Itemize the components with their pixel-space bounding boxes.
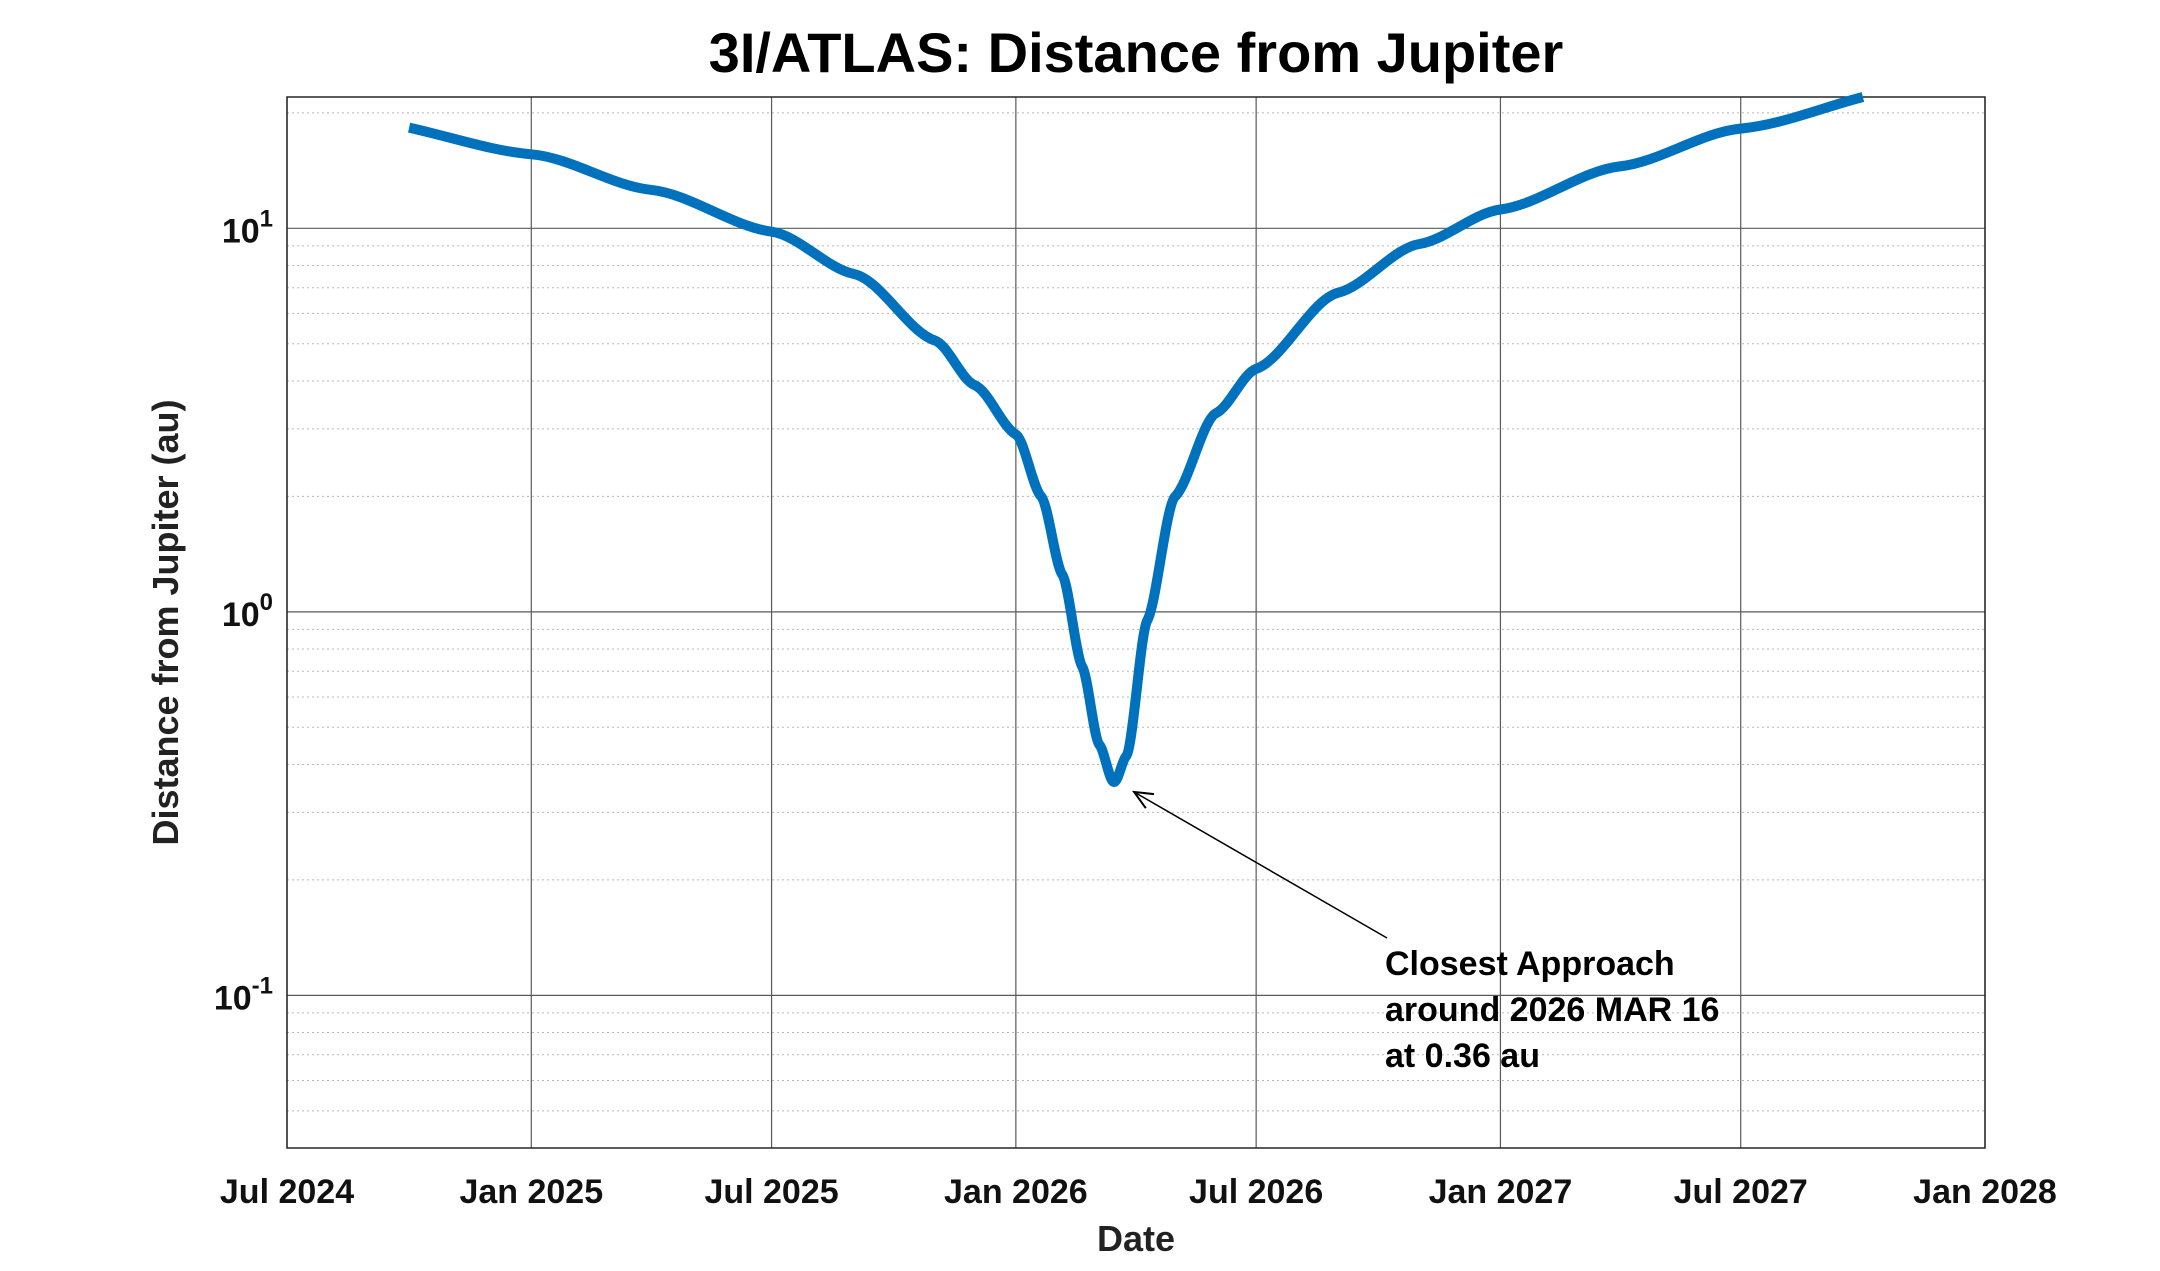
- y-tick-exponent: -1: [252, 972, 273, 999]
- x-tick-labels: Jul 2024 Jan 2025 Jul 2025 Jan 2026 Jul 2026…: [220, 1173, 2057, 1211]
- chart-title: 3I/ATLAS: Distance from Jupiter: [709, 21, 1564, 84]
- annotation-arrowhead: [1131, 790, 1155, 809]
- y-tick-base: 10: [222, 596, 260, 634]
- x-tick-label: Jul 2024: [220, 1173, 354, 1211]
- y-tick-exponent: 0: [260, 589, 273, 616]
- plot-frame: [286, 96, 1986, 1149]
- x-tick-label: Jan 2026: [944, 1173, 1088, 1211]
- annotation-line-2: around 2026 MAR 16: [1385, 991, 1719, 1029]
- annotation-arrow: [1133, 791, 1388, 939]
- y-tick-base: 10: [222, 212, 260, 250]
- annotation-line-3: at 0.36 au: [1385, 1037, 1540, 1075]
- y-axis-label: Distance from Jupiter (au): [145, 399, 186, 845]
- x-tick-label: Jan 2025: [459, 1173, 603, 1211]
- x-tick-label: Jul 2025: [704, 1173, 838, 1211]
- x-tick-label: Jul 2026: [1189, 1173, 1323, 1211]
- y-tick-base: 10: [214, 979, 252, 1017]
- x-tick-label: Jan 2027: [1429, 1173, 1573, 1211]
- x-tick-label: Jul 2027: [1674, 1173, 1808, 1211]
- y-tick-label: 101: [222, 205, 273, 250]
- y-tick-label: 10-1: [214, 972, 273, 1017]
- x-axis-label: Date: [1097, 1218, 1175, 1259]
- y-tick-exponent: 1: [260, 205, 273, 232]
- minor-grid: [287, 112, 1985, 1112]
- x-tick-label: Jan 2028: [1913, 1173, 2057, 1211]
- annotation-text: Closest Approach around 2026 MAR 16 at 0…: [1385, 945, 1729, 1075]
- y-tick-label: 100: [222, 589, 273, 634]
- annotation-line-1: Closest Approach: [1385, 945, 1675, 983]
- distance-line: [408, 92, 1865, 787]
